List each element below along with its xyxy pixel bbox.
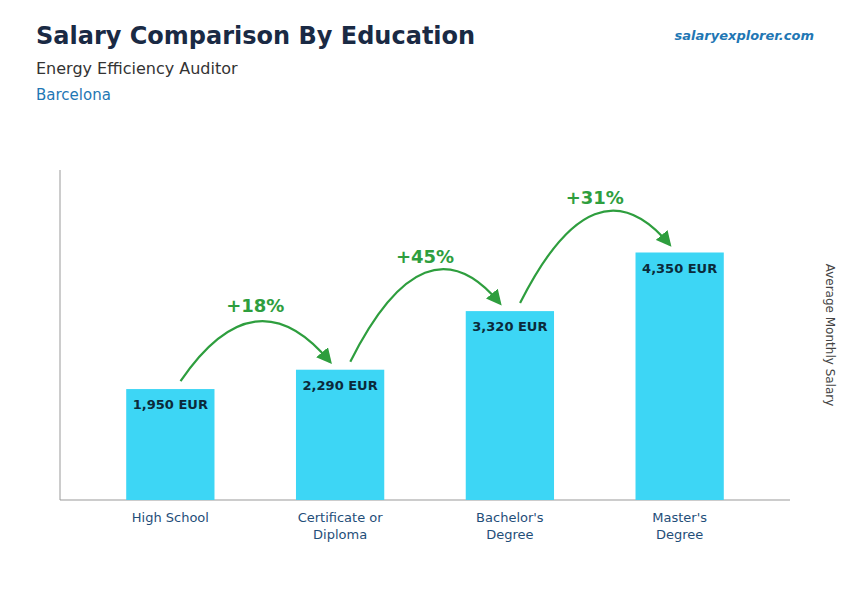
value-label: 2,290 EUR (303, 378, 378, 393)
x-tick-label-line: Master's (652, 510, 707, 525)
city-label: Barcelona (36, 86, 111, 104)
brand-label: salaryexplorer.com (675, 28, 814, 43)
y-axis-label: Average Monthly Salary (823, 264, 837, 407)
x-tick-label: Master's Degree (652, 510, 707, 542)
x-tick-label-line: Bachelor's (476, 510, 544, 525)
value-label: 1,950 EUR (133, 397, 208, 412)
value-label: 4,350 EUR (642, 261, 717, 276)
x-tick-label-line: Degree (656, 527, 703, 542)
x-tick-label-line: Certificate or (298, 510, 384, 525)
value-label: 3,320 EUR (472, 319, 547, 334)
x-tick-label-line: Degree (486, 527, 533, 542)
bar (466, 311, 554, 500)
x-tick-label: Bachelor's Degree (476, 510, 544, 542)
growth-arrow (181, 321, 330, 381)
bar (636, 253, 724, 501)
bars (126, 253, 724, 501)
growth-label: +31% (566, 187, 624, 208)
growth-arrow (350, 269, 499, 362)
x-tick-label: Certificate or Diploma (298, 510, 384, 542)
chart-svg: Salary Comparison By Education Energy Eff… (0, 0, 850, 606)
growth-label: +45% (396, 246, 454, 267)
growth-label: +18% (226, 295, 284, 316)
subtitle: Energy Efficiency Auditor (36, 59, 238, 78)
x-tick-label-line: High School (132, 510, 209, 525)
bar (126, 389, 214, 500)
title: Salary Comparison By Education (36, 22, 475, 50)
bar (296, 370, 384, 500)
chart-container: Salary Comparison By Education Energy Eff… (0, 0, 850, 606)
y-axis-line (60, 170, 61, 500)
x-tick-label-line: Diploma (313, 527, 367, 542)
growth-arrow (520, 211, 669, 304)
x-tick-label: High School (132, 510, 209, 525)
